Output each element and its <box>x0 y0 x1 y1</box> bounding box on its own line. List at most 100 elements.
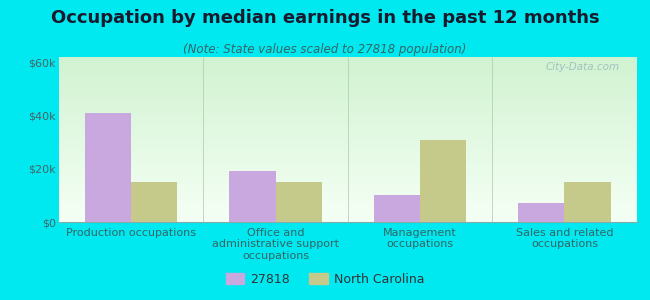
Bar <box>58 203 637 204</box>
Bar <box>58 117 637 118</box>
Bar <box>58 136 637 137</box>
Bar <box>58 94 637 95</box>
Bar <box>58 113 637 114</box>
Bar <box>58 207 637 208</box>
Bar <box>58 143 637 144</box>
Bar <box>58 132 637 133</box>
Bar <box>58 180 637 181</box>
Bar <box>58 185 637 186</box>
Bar <box>58 176 637 177</box>
Bar <box>58 158 637 159</box>
Bar <box>58 115 637 116</box>
Bar <box>58 104 637 105</box>
Bar <box>58 165 637 166</box>
Text: Occupation by median earnings in the past 12 months: Occupation by median earnings in the pas… <box>51 9 599 27</box>
Bar <box>58 208 637 209</box>
Bar <box>58 184 637 185</box>
Bar <box>58 140 637 141</box>
Bar <box>58 109 637 110</box>
Bar <box>58 199 637 200</box>
Bar <box>58 119 637 120</box>
Bar <box>58 142 637 143</box>
Bar <box>58 178 637 179</box>
Bar <box>58 221 637 222</box>
Bar <box>58 212 637 213</box>
Bar <box>58 74 637 75</box>
Bar <box>58 156 637 157</box>
Bar <box>58 93 637 94</box>
Bar <box>58 157 637 158</box>
Bar <box>58 183 637 184</box>
Bar <box>58 57 637 58</box>
Bar <box>58 139 637 140</box>
Bar <box>58 123 637 124</box>
Bar <box>58 69 637 70</box>
Bar <box>58 125 637 126</box>
Bar <box>58 182 637 183</box>
Bar <box>58 112 637 113</box>
Bar <box>58 95 637 96</box>
Bar <box>58 190 637 191</box>
Bar <box>518 203 564 222</box>
Bar <box>58 98 637 99</box>
Bar <box>58 217 637 218</box>
Bar <box>58 106 637 107</box>
Bar <box>58 97 637 98</box>
Bar <box>374 195 420 222</box>
Bar <box>58 201 637 202</box>
Bar <box>564 182 611 222</box>
Bar <box>58 151 637 152</box>
Bar <box>58 213 637 214</box>
Bar <box>58 219 637 220</box>
Bar <box>131 182 177 222</box>
Bar <box>58 66 637 67</box>
Bar <box>58 114 637 115</box>
Bar <box>58 160 637 161</box>
Bar <box>58 70 637 71</box>
Bar <box>58 126 637 127</box>
Bar <box>58 72 637 73</box>
Bar <box>58 92 637 93</box>
Legend: 27818, North Carolina: 27818, North Carolina <box>220 268 430 291</box>
Bar <box>58 122 637 123</box>
Bar <box>58 116 637 117</box>
Bar <box>58 205 637 206</box>
Bar <box>58 88 637 89</box>
Bar <box>58 127 637 128</box>
Bar <box>58 170 637 171</box>
Bar <box>58 198 637 199</box>
Bar <box>58 61 637 62</box>
Bar <box>58 80 637 81</box>
Bar <box>58 186 637 187</box>
Bar <box>58 147 637 148</box>
Bar <box>58 164 637 165</box>
Bar <box>58 105 637 106</box>
Bar <box>58 177 637 178</box>
Bar <box>58 172 637 173</box>
Bar <box>58 193 637 194</box>
Bar <box>58 153 637 154</box>
Bar <box>58 216 637 217</box>
Text: City-Data.com: City-Data.com <box>545 62 619 72</box>
Bar <box>58 210 637 211</box>
Bar <box>58 111 637 112</box>
Bar <box>58 145 637 146</box>
Bar <box>58 110 637 111</box>
Bar <box>58 118 637 119</box>
Bar <box>58 197 637 198</box>
Bar <box>58 179 637 180</box>
Bar <box>58 59 637 60</box>
Bar <box>58 81 637 82</box>
Bar <box>58 152 637 153</box>
Bar <box>276 182 322 222</box>
Bar <box>58 169 637 170</box>
Bar <box>58 76 637 77</box>
Bar <box>58 135 637 136</box>
Bar <box>58 150 637 151</box>
Bar <box>58 138 637 139</box>
Bar <box>58 162 637 163</box>
Bar <box>58 188 637 189</box>
Bar <box>58 159 637 160</box>
Bar <box>229 171 276 222</box>
Bar <box>58 78 637 79</box>
